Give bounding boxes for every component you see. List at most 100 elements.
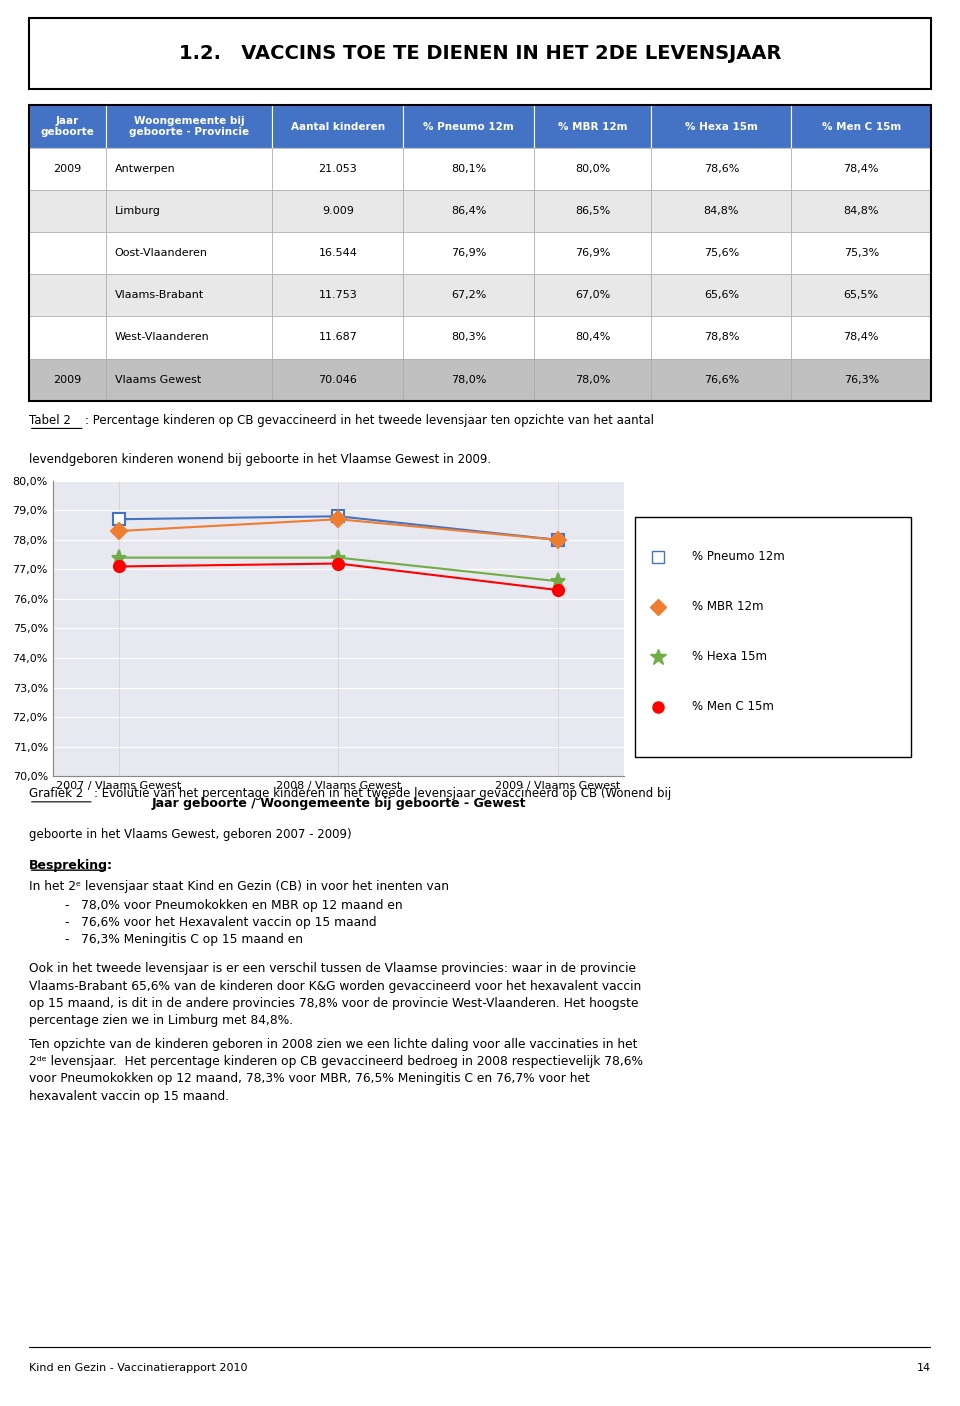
Text: Tabel 2: Tabel 2 xyxy=(29,415,71,427)
Text: 14: 14 xyxy=(917,1362,931,1372)
Text: voor Pneumokokken op 12 maand, 78,3% voor MBR, 76,5% Meningitis C en 76,7% voor : voor Pneumokokken op 12 maand, 78,3% voo… xyxy=(29,1073,589,1085)
Text: 75,6%: 75,6% xyxy=(704,247,739,259)
Text: 67,2%: 67,2% xyxy=(451,290,487,301)
Text: % Hexa 15m: % Hexa 15m xyxy=(692,651,767,664)
Text: % Pneumo 12m: % Pneumo 12m xyxy=(692,550,785,564)
FancyBboxPatch shape xyxy=(791,359,931,401)
Text: op 15 maand, is dit in de andere provincies 78,8% voor de provincie West-Vlaande: op 15 maand, is dit in de andere provinc… xyxy=(29,997,638,1010)
Text: Vlaams Gewest: Vlaams Gewest xyxy=(114,374,201,385)
Text: -   76,6% voor het Hexavalent vaccin op 15 maand: - 76,6% voor het Hexavalent vaccin op 15… xyxy=(65,917,376,929)
Text: Ook in het tweede levensjaar is er een verschil tussen de Vlaamse provincies: wa: Ook in het tweede levensjaar is er een v… xyxy=(29,963,636,976)
Text: Limburg: Limburg xyxy=(114,205,160,217)
Text: 76,9%: 76,9% xyxy=(451,247,487,259)
FancyBboxPatch shape xyxy=(106,105,273,148)
FancyBboxPatch shape xyxy=(403,190,534,232)
Text: Vlaams-Brabant 65,6% van de kinderen door K&G worden gevaccineerd voor het hexav: Vlaams-Brabant 65,6% van de kinderen doo… xyxy=(29,980,641,993)
FancyBboxPatch shape xyxy=(106,232,273,274)
FancyBboxPatch shape xyxy=(106,148,273,190)
Text: 11.753: 11.753 xyxy=(319,290,357,301)
FancyBboxPatch shape xyxy=(534,274,652,316)
FancyBboxPatch shape xyxy=(403,105,534,148)
FancyBboxPatch shape xyxy=(534,148,652,190)
Text: 76,9%: 76,9% xyxy=(575,247,611,259)
FancyBboxPatch shape xyxy=(652,316,791,359)
Text: % Men C 15m: % Men C 15m xyxy=(692,700,774,713)
FancyBboxPatch shape xyxy=(652,359,791,401)
Text: % Pneumo 12m: % Pneumo 12m xyxy=(423,121,515,132)
FancyBboxPatch shape xyxy=(29,316,106,359)
FancyBboxPatch shape xyxy=(652,190,791,232)
FancyBboxPatch shape xyxy=(273,105,403,148)
Text: Vlaams-Brabant: Vlaams-Brabant xyxy=(114,290,204,301)
Text: percentage zien we in Limburg met 84,8%.: percentage zien we in Limburg met 84,8%. xyxy=(29,1014,293,1026)
Text: levendgeboren kinderen wonend bij geboorte in het Vlaamse Gewest in 2009.: levendgeboren kinderen wonend bij geboor… xyxy=(29,453,491,467)
FancyBboxPatch shape xyxy=(29,105,106,148)
Text: Aantal kinderen: Aantal kinderen xyxy=(291,121,385,132)
FancyBboxPatch shape xyxy=(29,148,106,190)
Text: 67,0%: 67,0% xyxy=(575,290,611,301)
FancyBboxPatch shape xyxy=(29,190,106,232)
Text: % MBR 12m: % MBR 12m xyxy=(558,121,628,132)
Text: 78,4%: 78,4% xyxy=(844,332,879,343)
Text: hexavalent vaccin op 15 maand.: hexavalent vaccin op 15 maand. xyxy=(29,1090,228,1102)
Text: Oost-Vlaanderen: Oost-Vlaanderen xyxy=(114,247,207,259)
Text: geboorte in het Vlaams Gewest, geboren 2007 - 2009): geboorte in het Vlaams Gewest, geboren 2… xyxy=(29,828,351,841)
Text: 80,3%: 80,3% xyxy=(451,332,487,343)
Text: 86,5%: 86,5% xyxy=(575,205,611,217)
FancyBboxPatch shape xyxy=(652,274,791,316)
FancyBboxPatch shape xyxy=(534,359,652,401)
Text: % MBR 12m: % MBR 12m xyxy=(692,600,763,613)
FancyBboxPatch shape xyxy=(534,105,652,148)
FancyBboxPatch shape xyxy=(791,316,931,359)
Text: Bespreking:: Bespreking: xyxy=(29,859,113,873)
FancyBboxPatch shape xyxy=(273,274,403,316)
X-axis label: Jaar geboorte / Woongemeente bij geboorte - Gewest: Jaar geboorte / Woongemeente bij geboort… xyxy=(151,797,526,810)
FancyBboxPatch shape xyxy=(29,18,931,89)
FancyBboxPatch shape xyxy=(791,105,931,148)
FancyBboxPatch shape xyxy=(106,316,273,359)
Text: West-Vlaanderen: West-Vlaanderen xyxy=(114,332,209,343)
Text: 86,4%: 86,4% xyxy=(451,205,487,217)
Text: 80,1%: 80,1% xyxy=(451,163,487,174)
FancyBboxPatch shape xyxy=(791,232,931,274)
Text: 84,8%: 84,8% xyxy=(844,205,879,217)
Text: Ten opzichte van de kinderen geboren in 2008 zien we een lichte daling voor alle: Ten opzichte van de kinderen geboren in … xyxy=(29,1038,637,1052)
FancyBboxPatch shape xyxy=(29,359,106,401)
FancyBboxPatch shape xyxy=(791,148,931,190)
Text: 9.009: 9.009 xyxy=(322,205,354,217)
Text: Antwerpen: Antwerpen xyxy=(114,163,176,174)
Text: 16.544: 16.544 xyxy=(319,247,357,259)
FancyBboxPatch shape xyxy=(273,190,403,232)
FancyBboxPatch shape xyxy=(273,148,403,190)
FancyBboxPatch shape xyxy=(106,190,273,232)
Text: 76,3%: 76,3% xyxy=(844,374,879,385)
Text: 76,6%: 76,6% xyxy=(704,374,739,385)
Text: Kind en Gezin - Vaccinatierapport 2010: Kind en Gezin - Vaccinatierapport 2010 xyxy=(29,1362,248,1372)
Text: % Men C 15m: % Men C 15m xyxy=(822,121,900,132)
Text: 75,3%: 75,3% xyxy=(844,247,879,259)
FancyBboxPatch shape xyxy=(273,232,403,274)
Text: 84,8%: 84,8% xyxy=(704,205,739,217)
Text: Grafiek 2: Grafiek 2 xyxy=(29,787,84,800)
Text: 78,0%: 78,0% xyxy=(451,374,487,385)
Text: -   78,0% voor Pneumokokken en MBR op 12 maand en: - 78,0% voor Pneumokokken en MBR op 12 m… xyxy=(65,898,402,912)
FancyBboxPatch shape xyxy=(791,274,931,316)
FancyBboxPatch shape xyxy=(273,359,403,401)
Text: 21.053: 21.053 xyxy=(319,163,357,174)
Text: 80,4%: 80,4% xyxy=(575,332,611,343)
Text: 78,0%: 78,0% xyxy=(575,374,611,385)
Text: 65,5%: 65,5% xyxy=(844,290,878,301)
FancyBboxPatch shape xyxy=(106,274,273,316)
FancyBboxPatch shape xyxy=(403,274,534,316)
FancyBboxPatch shape xyxy=(29,232,106,274)
Text: : Percentage kinderen op CB gevaccineerd in het tweede levensjaar ten opzichte v: : Percentage kinderen op CB gevaccineerd… xyxy=(84,415,654,427)
FancyBboxPatch shape xyxy=(652,232,791,274)
Text: 78,8%: 78,8% xyxy=(704,332,739,343)
Text: Woongemeente bij
geboorte - Provincie: Woongemeente bij geboorte - Provincie xyxy=(129,115,249,138)
Text: In het 2ᵉ levensjaar staat Kind en Gezin (CB) in voor het inenten van: In het 2ᵉ levensjaar staat Kind en Gezin… xyxy=(29,880,449,893)
FancyBboxPatch shape xyxy=(635,517,911,756)
Text: -   76,3% Meningitis C op 15 maand en: - 76,3% Meningitis C op 15 maand en xyxy=(65,934,303,946)
FancyBboxPatch shape xyxy=(273,316,403,359)
Text: 11.687: 11.687 xyxy=(319,332,357,343)
Text: 78,6%: 78,6% xyxy=(704,163,739,174)
